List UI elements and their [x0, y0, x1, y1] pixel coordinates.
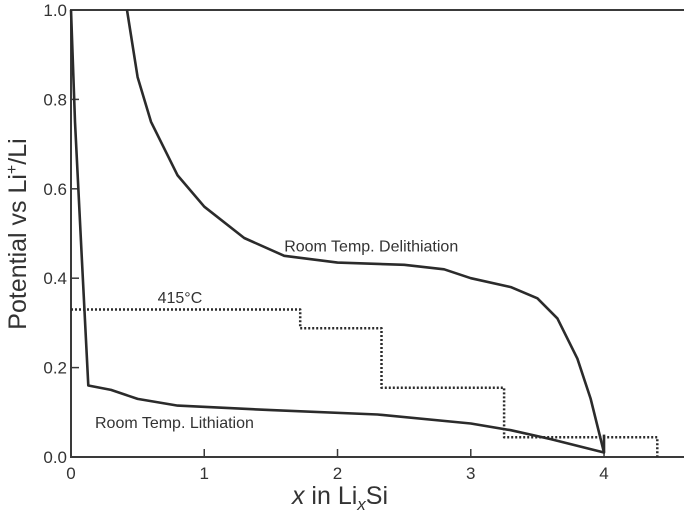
annotation-label: 415°C: [158, 290, 203, 307]
y-tick-label: 0.4: [43, 269, 67, 288]
y-tick-label: 1.0: [43, 1, 67, 20]
series-line-room-temp-delithiation: [125, 9, 606, 453]
annotation-label: Room Temp. Delithiation: [284, 238, 458, 255]
x-tick-label: 4: [599, 464, 608, 483]
annotations: Room Temp. Delithiation 415°C Room Temp. L…: [95, 238, 458, 432]
x-tick-label: 2: [333, 464, 342, 483]
x-axis-label: x in LixSi: [291, 482, 388, 514]
y-tick-label: 0.6: [43, 180, 67, 199]
y-tick-label: 0.8: [43, 90, 67, 109]
y-tick-label: 0.2: [43, 359, 67, 378]
y-tick-label: 0.0: [43, 448, 67, 467]
series-line-room-temp-lithiation: [69, 9, 606, 454]
x-tick-label: 3: [466, 464, 475, 483]
series-group: [69, 9, 659, 457]
series-line-415-c: [71, 308, 659, 457]
x-tick-label: 0: [66, 464, 75, 483]
y-axis-label: Potential vs Li+/Li: [4, 138, 32, 329]
x-tick-label: 1: [200, 464, 209, 483]
axes: 0 1 2 3 4 0.0 0.2 0.4 0.6 0.8 1.0: [43, 1, 684, 483]
annotation-label: Room Temp. Lithiation: [95, 415, 254, 432]
plot-frame: [70, 9, 684, 458]
